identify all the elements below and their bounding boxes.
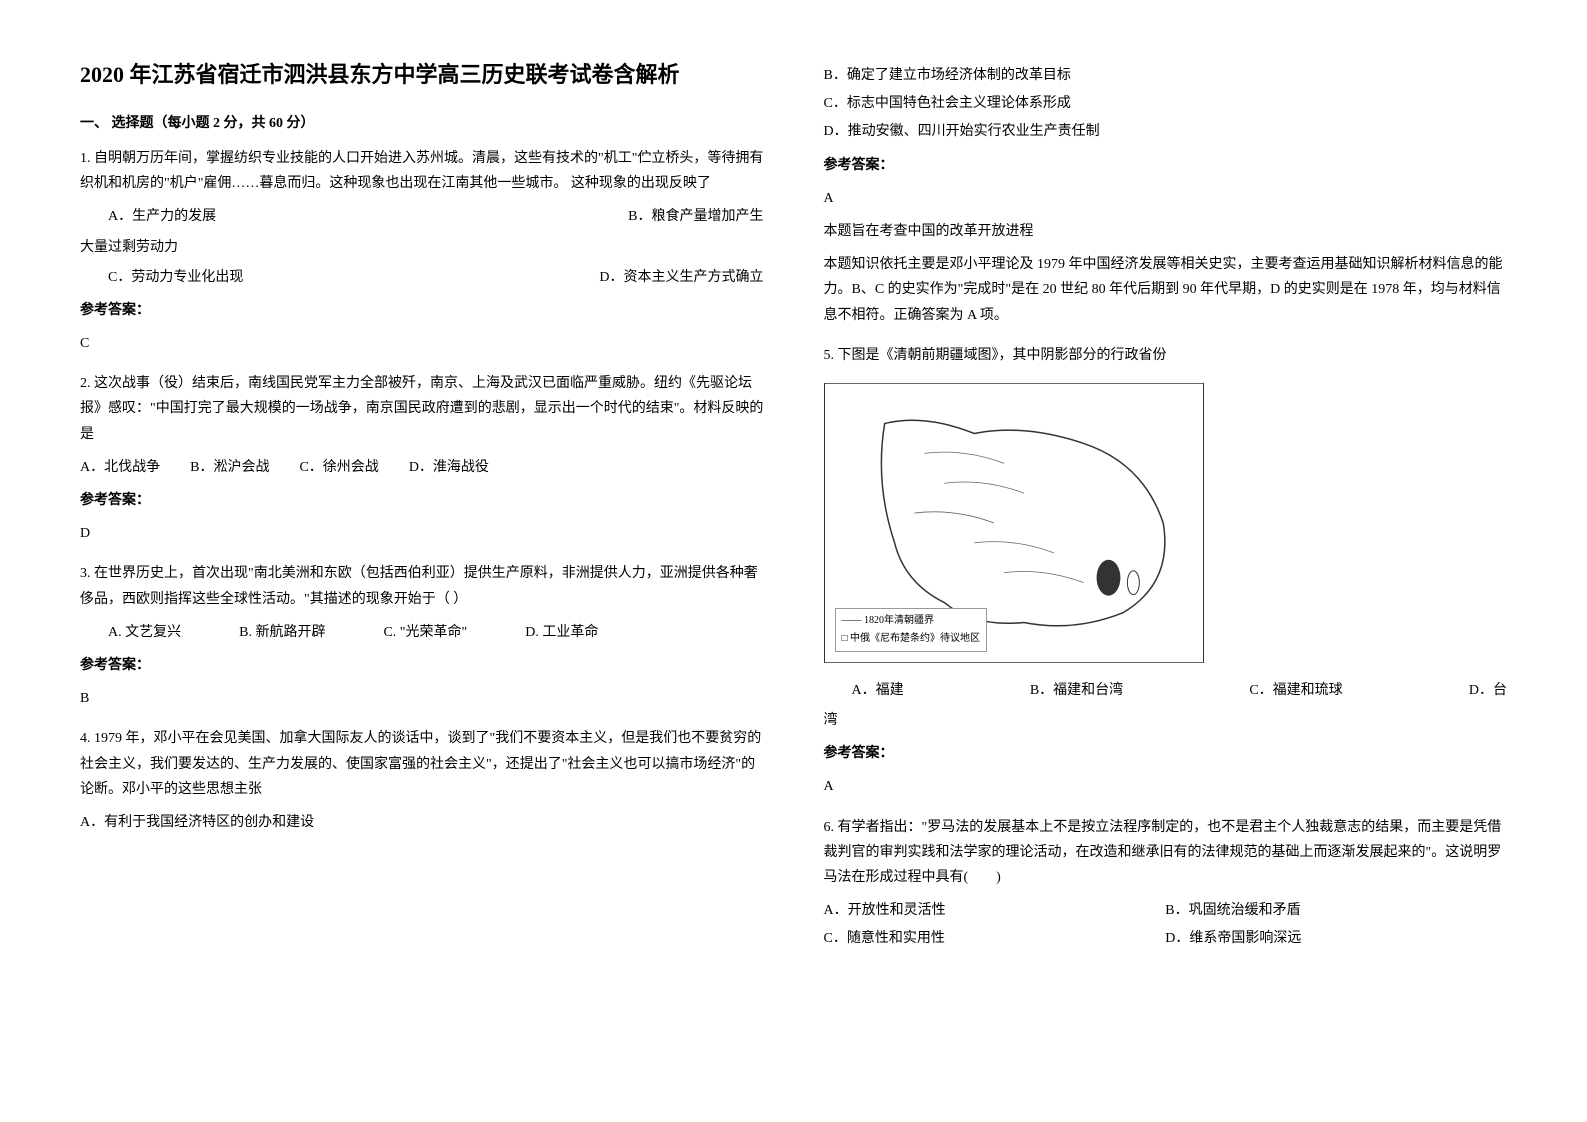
options-container: A．生产力的发展 B．粮食产量增加产生 大量过剩劳动力 C．劳动力专业化出现 D… <box>80 204 764 290</box>
options-container: A. 文艺复兴 B. 新航路开辟 C. "光荣革命" D. 工业革命 <box>80 620 764 645</box>
map-figure: —— 1820年清朝疆界 □ 中俄《尼布楚条约》待议地区 <box>824 383 1204 663</box>
explanation-1: 本题旨在考查中国的改革开放进程 <box>824 219 1508 244</box>
question-text: 2. 这次战事（役）结束后，南线国民党军主力全部被歼，南京、上海及武汉已面临严重… <box>80 371 764 447</box>
option-c: C．劳动力专业化出现 <box>80 265 243 290</box>
option-d-cont: 湾 <box>824 708 1508 733</box>
answer-label: 参考答案： <box>80 488 764 513</box>
option-b: B．确定了建立市场经济体制的改革目标 <box>824 63 1508 88</box>
option-c: C．标志中国特色社会主义理论体系形成 <box>824 91 1508 116</box>
option-a: A．有利于我国经济特区的创办和建设 <box>80 810 764 835</box>
answer-value: C <box>80 331 764 356</box>
option-d: D．维系帝国影响深远 <box>1165 926 1507 951</box>
question-text: 6. 有学者指出："罗马法的发展基本上不是按立法程序制定的，也不是君主个人独裁意… <box>824 815 1508 891</box>
right-column: B．确定了建立市场经济体制的改革目标 C．标志中国特色社会主义理论体系形成 D．… <box>824 60 1508 967</box>
option-d: D．推动安徽、四川开始实行农业生产责任制 <box>824 119 1508 144</box>
option-c: C．福建和琉球 <box>1249 678 1342 703</box>
section-header: 一、 选择题（每小题 2 分，共 60 分） <box>80 111 764 136</box>
options-container: A．北伐战争 B．淞沪会战 C．徐州会战 D．淮海战役 <box>80 455 764 480</box>
option-d: D．台 <box>1469 678 1507 703</box>
option-b: B．巩固统治缓和矛盾 <box>1165 898 1507 923</box>
question-text: 3. 在世界历史上，首次出现"南北美洲和东欧（包括西伯利亚）提供生产原料，非洲提… <box>80 561 764 611</box>
option-b: B．淞沪会战 <box>190 455 269 480</box>
options-container: A．福建 B．福建和台湾 C．福建和琉球 D．台 <box>824 678 1508 703</box>
option-b: B．福建和台湾 <box>1030 678 1123 703</box>
answer-label: 参考答案： <box>824 153 1508 178</box>
question-1: 1. 自明朝万历年间，掌握纺织专业技能的人口开始进入苏州城。清晨，这些有技术的"… <box>80 146 764 356</box>
legend-line-2: □ 中俄《尼布楚条约》待议地区 <box>842 630 981 648</box>
option-a: A. 文艺复兴 <box>80 620 181 645</box>
option-d: D. 工业革命 <box>497 620 598 645</box>
question-6: 6. 有学者指出："罗马法的发展基本上不是按立法程序制定的，也不是君主个人独裁意… <box>824 815 1508 952</box>
question-4-cont: B．确定了建立市场经济体制的改革目标 C．标志中国特色社会主义理论体系形成 D．… <box>824 63 1508 328</box>
option-row: C．随意性和实用性 D．维系帝国影响深远 <box>824 926 1508 951</box>
answer-value: A <box>824 186 1508 211</box>
option-row: A．开放性和灵活性 B．巩固统治缓和矛盾 <box>824 898 1508 923</box>
question-text: 4. 1979 年，邓小平在会见美国、加拿大国际友人的谈话中，谈到了"我们不要资… <box>80 726 764 802</box>
option-d: D．资本主义生产方式确立 <box>599 265 763 290</box>
question-5: 5. 下图是《清朝前期疆域图》，其中阴影部分的行政省份 —— 1820年清朝疆界… <box>824 343 1508 800</box>
question-4: 4. 1979 年，邓小平在会见美国、加拿大国际友人的谈话中，谈到了"我们不要资… <box>80 726 764 835</box>
question-text: 5. 下图是《清朝前期疆域图》，其中阴影部分的行政省份 <box>824 343 1508 368</box>
option-b: B. 新航路开辟 <box>211 620 325 645</box>
option-b: B．粮食产量增加产生 <box>628 204 763 229</box>
option-b-cont: 大量过剩劳动力 <box>80 235 764 260</box>
left-column: 2020 年江苏省宿迁市泗洪县东方中学高三历史联考试卷含解析 一、 选择题（每小… <box>80 60 764 967</box>
question-text: 1. 自明朝万历年间，掌握纺织专业技能的人口开始进入苏州城。清晨，这些有技术的"… <box>80 146 764 196</box>
answer-value: D <box>80 521 764 546</box>
map-legend: —— 1820年清朝疆界 □ 中俄《尼布楚条约》待议地区 <box>835 608 988 652</box>
question-2: 2. 这次战事（役）结束后，南线国民党军主力全部被歼，南京、上海及武汉已面临严重… <box>80 371 764 546</box>
option-row: A．生产力的发展 B．粮食产量增加产生 <box>80 204 764 229</box>
document-title: 2020 年江苏省宿迁市泗洪县东方中学高三历史联考试卷含解析 <box>80 60 764 91</box>
answer-label: 参考答案： <box>80 298 764 323</box>
option-d: D．淮海战役 <box>409 455 489 480</box>
explanation-2: 本题知识依托主要是邓小平理论及 1979 年中国经济发展等相关史实，主要考查运用… <box>824 252 1508 328</box>
option-a: A．开放性和灵活性 <box>824 898 1166 923</box>
option-c: C．随意性和实用性 <box>824 926 1166 951</box>
option-c: C．徐州会战 <box>299 455 378 480</box>
answer-value: A <box>824 774 1508 799</box>
legend-line-1: —— 1820年清朝疆界 <box>842 612 981 630</box>
option-c: C. "光荣革命" <box>355 620 467 645</box>
question-3: 3. 在世界历史上，首次出现"南北美洲和东欧（包括西伯利亚）提供生产原料，非洲提… <box>80 561 764 711</box>
option-a: A．生产力的发展 <box>80 204 216 229</box>
option-row: C．劳动力专业化出现 D．资本主义生产方式确立 <box>80 265 764 290</box>
answer-value: B <box>80 686 764 711</box>
option-a: A．福建 <box>824 678 904 703</box>
answer-label: 参考答案： <box>824 741 1508 766</box>
answer-label: 参考答案： <box>80 653 764 678</box>
page-container: 2020 年江苏省宿迁市泗洪县东方中学高三历史联考试卷含解析 一、 选择题（每小… <box>80 60 1507 967</box>
option-a: A．北伐战争 <box>80 455 160 480</box>
